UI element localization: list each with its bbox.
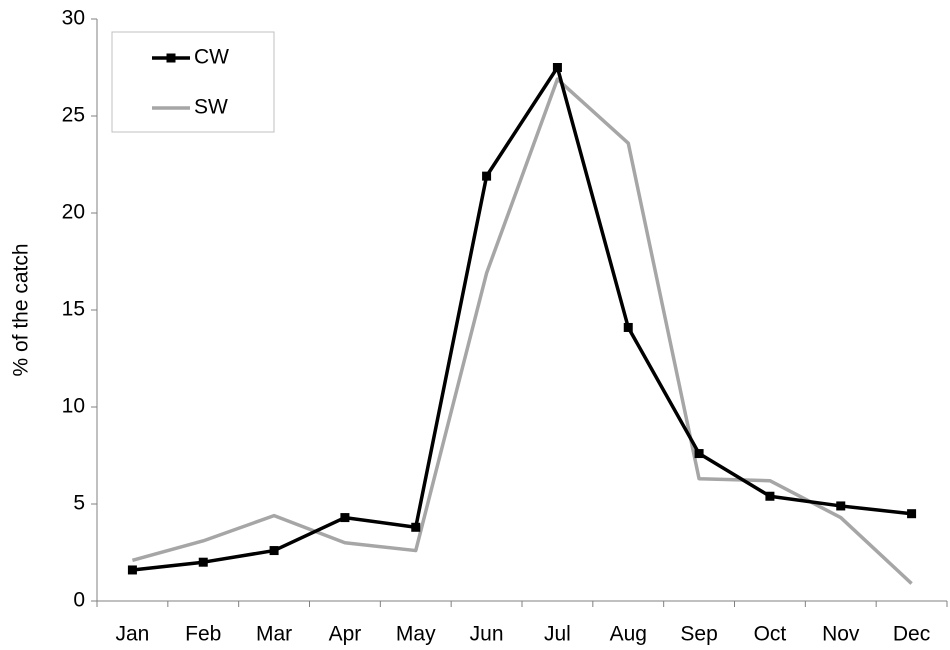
x-tick-label: Feb [185,623,221,646]
marker [765,491,775,501]
y-tick-label: 10 [62,395,85,418]
x-tick-label: Dec [893,623,930,646]
legend-marker [166,53,176,63]
x-tick-label: Nov [822,623,860,646]
marker [269,546,279,556]
legend-label: SW [194,96,228,119]
legend-box [111,31,275,133]
y-tick-label: 25 [62,104,85,127]
series-line [132,65,912,572]
marker [482,171,492,181]
y-axis-label: % of the catch [10,243,33,376]
marker [623,322,633,332]
marker [127,565,137,575]
marker [694,449,704,459]
marker [907,509,917,519]
x-tick-label: Aug [610,623,647,646]
series-line [131,77,913,585]
x-tick-label: Sep [680,623,717,646]
x-tick-label: Oct [754,623,787,646]
marker [198,557,208,567]
y-tick-label: 0 [73,589,85,612]
x-tick-label: Jan [115,623,149,646]
y-tick-label: 15 [62,298,85,321]
x-tick-label: May [396,623,436,646]
x-tick-label: Apr [329,623,362,646]
legend-label: CW [194,46,229,69]
marker [552,63,562,72]
x-tick-label: Mar [256,623,292,646]
y-tick-label: 20 [62,201,85,224]
y-tick-label: 5 [73,492,85,515]
marker [340,513,350,523]
x-tick-label: Jul [544,623,571,646]
marker [836,501,846,511]
legend: CW SW [111,31,275,133]
marker [411,522,421,532]
x-tick-label: Jun [470,623,504,646]
y-tick-label: 30 [62,7,85,30]
